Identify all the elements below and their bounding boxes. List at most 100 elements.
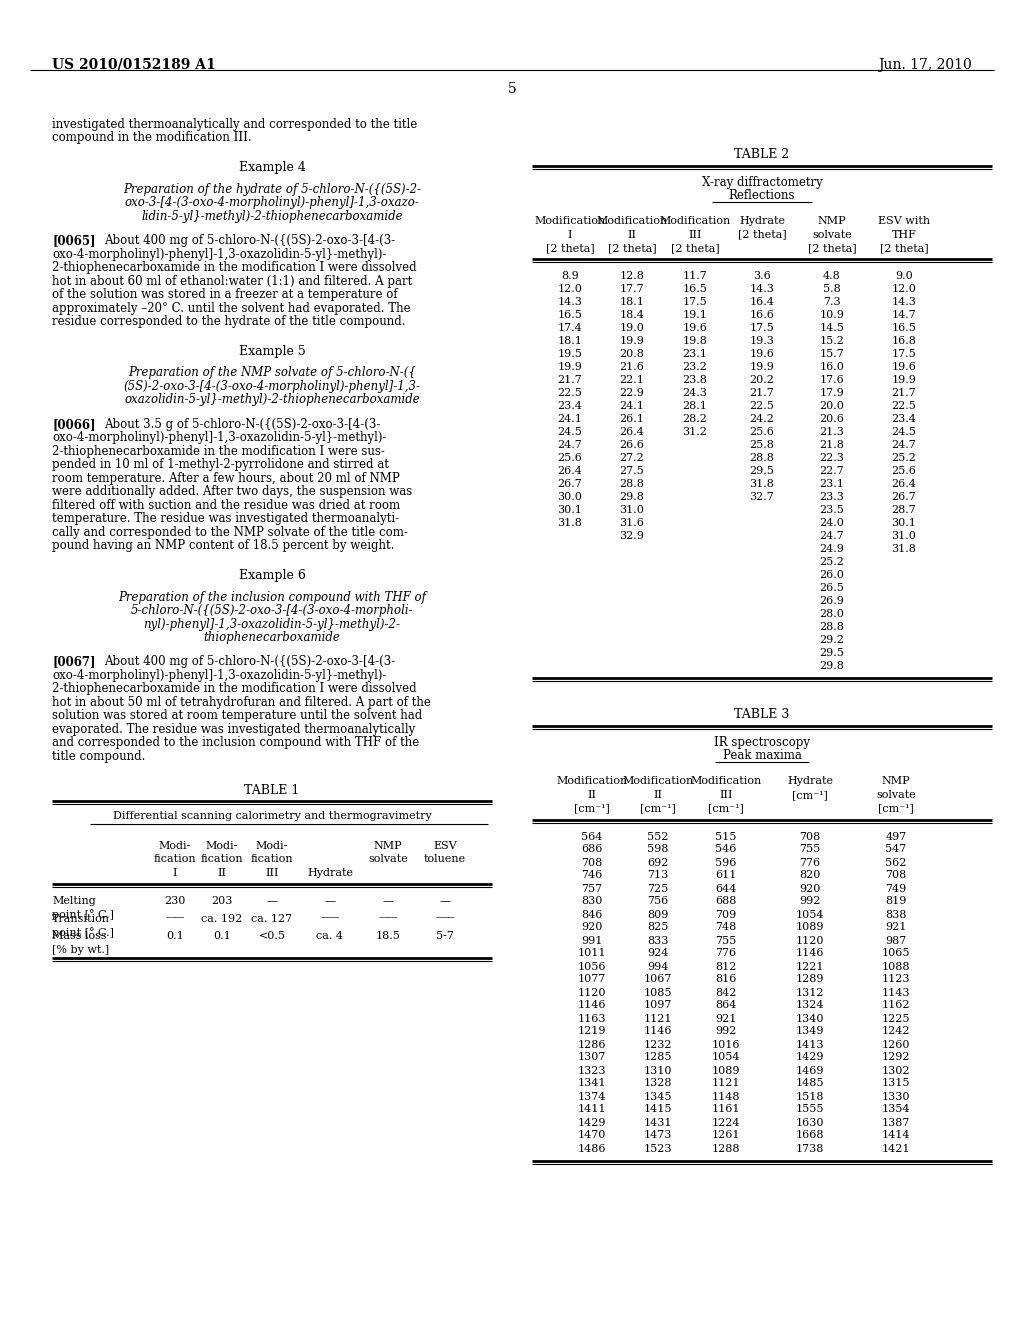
Text: 819: 819 (886, 896, 906, 907)
Text: 924: 924 (647, 949, 669, 958)
Text: 7.3: 7.3 (823, 297, 841, 308)
Text: 14.3: 14.3 (750, 284, 774, 294)
Text: 26.5: 26.5 (819, 583, 845, 593)
Text: 1077: 1077 (578, 974, 606, 985)
Text: 24.7: 24.7 (892, 441, 916, 450)
Text: Jun. 17, 2010: Jun. 17, 2010 (879, 58, 972, 73)
Text: 497: 497 (886, 832, 906, 842)
Text: solvate: solvate (877, 789, 915, 800)
Text: 19.9: 19.9 (557, 362, 583, 372)
Text: ESV: ESV (433, 841, 457, 851)
Text: 16.5: 16.5 (892, 323, 916, 333)
Text: were additionally added. After two days, the suspension was: were additionally added. After two days,… (52, 486, 413, 498)
Text: oxo-4-morpholinyl)-phenyl]-1,3-oxazolidin-5-yl}-methyl)-: oxo-4-morpholinyl)-phenyl]-1,3-oxazolidi… (52, 248, 386, 260)
Text: 12.0: 12.0 (892, 284, 916, 294)
Text: point [° C.]: point [° C.] (52, 927, 114, 939)
Text: Modification: Modification (690, 776, 762, 787)
Text: 28.8: 28.8 (750, 453, 774, 463)
Text: thiophenecarboxamide: thiophenecarboxamide (204, 631, 340, 644)
Text: 709: 709 (716, 909, 736, 920)
Text: 29.8: 29.8 (620, 492, 644, 502)
Text: residue corresponded to the hydrate of the title compound.: residue corresponded to the hydrate of t… (52, 315, 406, 329)
Text: 22.3: 22.3 (819, 453, 845, 463)
Text: 10.9: 10.9 (819, 310, 845, 321)
Text: solution was stored at room temperature until the solvent had: solution was stored at room temperature … (52, 709, 422, 722)
Text: 1469: 1469 (796, 1065, 824, 1076)
Text: 24.5: 24.5 (892, 428, 916, 437)
Text: Modification: Modification (659, 216, 731, 226)
Text: 816: 816 (716, 974, 736, 985)
Text: 5: 5 (508, 82, 516, 96)
Text: 842: 842 (716, 987, 736, 998)
Text: 1224: 1224 (712, 1118, 740, 1127)
Text: 23.1: 23.1 (819, 479, 845, 490)
Text: —: — (382, 896, 393, 906)
Text: 22.7: 22.7 (819, 466, 845, 477)
Text: 27.2: 27.2 (620, 453, 644, 463)
Text: 1324: 1324 (796, 1001, 824, 1011)
Text: 230: 230 (164, 896, 185, 906)
Text: approximately –20° C. until the solvent had evaporated. The: approximately –20° C. until the solvent … (52, 301, 411, 314)
Text: 1429: 1429 (796, 1052, 824, 1063)
Text: 1323: 1323 (578, 1065, 606, 1076)
Text: (5S)-2-oxo-3-[4-(3-oxo-4-morpholinyl)-phenyl]-1,3-: (5S)-2-oxo-3-[4-(3-oxo-4-morpholinyl)-ph… (124, 380, 421, 393)
Text: [2 theta]: [2 theta] (737, 230, 786, 239)
Text: 1054: 1054 (796, 909, 824, 920)
Text: 1354: 1354 (882, 1105, 910, 1114)
Text: [2 theta]: [2 theta] (671, 243, 720, 253)
Text: NMP: NMP (374, 841, 402, 851)
Text: 5.8: 5.8 (823, 284, 841, 294)
Text: 776: 776 (716, 949, 736, 958)
Text: I: I (567, 230, 572, 239)
Text: THF: THF (892, 230, 916, 239)
Text: solvate: solvate (812, 230, 852, 239)
Text: 825: 825 (647, 923, 669, 932)
Text: 1016: 1016 (712, 1040, 740, 1049)
Text: 17.5: 17.5 (892, 350, 916, 359)
Text: 21.7: 21.7 (750, 388, 774, 399)
Text: 26.6: 26.6 (620, 441, 644, 450)
Text: 24.0: 24.0 (819, 519, 845, 528)
Text: 25.2: 25.2 (819, 557, 845, 568)
Text: 756: 756 (647, 896, 669, 907)
Text: and corresponded to the inclusion compound with THF of the: and corresponded to the inclusion compou… (52, 737, 419, 750)
Text: 26.7: 26.7 (892, 492, 916, 502)
Text: 26.4: 26.4 (620, 428, 644, 437)
Text: 29.5: 29.5 (819, 648, 845, 659)
Text: 757: 757 (582, 883, 602, 894)
Text: 515: 515 (716, 832, 736, 842)
Text: compound in the modification III.: compound in the modification III. (52, 132, 252, 144)
Text: [2 theta]: [2 theta] (880, 243, 929, 253)
Text: 1065: 1065 (882, 949, 910, 958)
Text: 708: 708 (800, 832, 820, 842)
Text: Modification: Modification (535, 216, 605, 226)
Text: filtered off with suction and the residue was dried at room: filtered off with suction and the residu… (52, 499, 400, 512)
Text: 19.5: 19.5 (557, 350, 583, 359)
Text: 920: 920 (582, 923, 603, 932)
Text: [cm⁻¹]: [cm⁻¹] (878, 804, 914, 813)
Text: Hydrate: Hydrate (787, 776, 833, 787)
Text: ——: —— (321, 913, 340, 923)
Text: Hydrate: Hydrate (307, 867, 353, 878)
Text: 564: 564 (582, 832, 603, 842)
Text: 1089: 1089 (796, 923, 824, 932)
Text: TABLE 2: TABLE 2 (734, 148, 790, 161)
Text: 809: 809 (647, 909, 669, 920)
Text: X-ray diffractometry: X-ray diffractometry (701, 176, 822, 189)
Text: 19.0: 19.0 (620, 323, 644, 333)
Text: 830: 830 (582, 896, 603, 907)
Text: 3.6: 3.6 (753, 271, 771, 281)
Text: 19.8: 19.8 (683, 337, 708, 346)
Text: 1485: 1485 (796, 1078, 824, 1089)
Text: oxo-3-[4-(3-oxo-4-morpholinyl)-phenyl]-1,3-oxazo-: oxo-3-[4-(3-oxo-4-morpholinyl)-phenyl]-1… (125, 197, 420, 210)
Text: solvate: solvate (368, 854, 408, 865)
Text: 1345: 1345 (644, 1092, 672, 1101)
Text: 24.1: 24.1 (557, 414, 583, 424)
Text: 864: 864 (716, 1001, 736, 1011)
Text: 1518: 1518 (796, 1092, 824, 1101)
Text: 994: 994 (647, 961, 669, 972)
Text: TABLE 3: TABLE 3 (734, 709, 790, 721)
Text: 0.1: 0.1 (166, 931, 184, 941)
Text: hot in about 60 ml of ethanol:water (1:1) and filtered. A part: hot in about 60 ml of ethanol:water (1:1… (52, 275, 413, 288)
Text: 2-thiophenecarboxamide in the modification I were dissolved: 2-thiophenecarboxamide in the modificati… (52, 682, 417, 696)
